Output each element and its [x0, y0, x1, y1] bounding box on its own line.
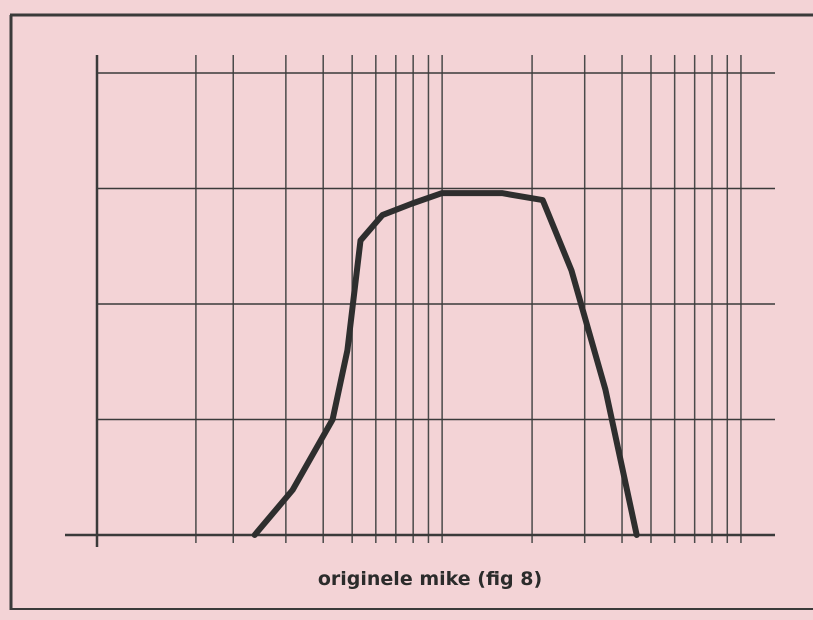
caption: originele mike (fig 8)	[318, 568, 542, 590]
response-curve	[251, 190, 640, 538]
